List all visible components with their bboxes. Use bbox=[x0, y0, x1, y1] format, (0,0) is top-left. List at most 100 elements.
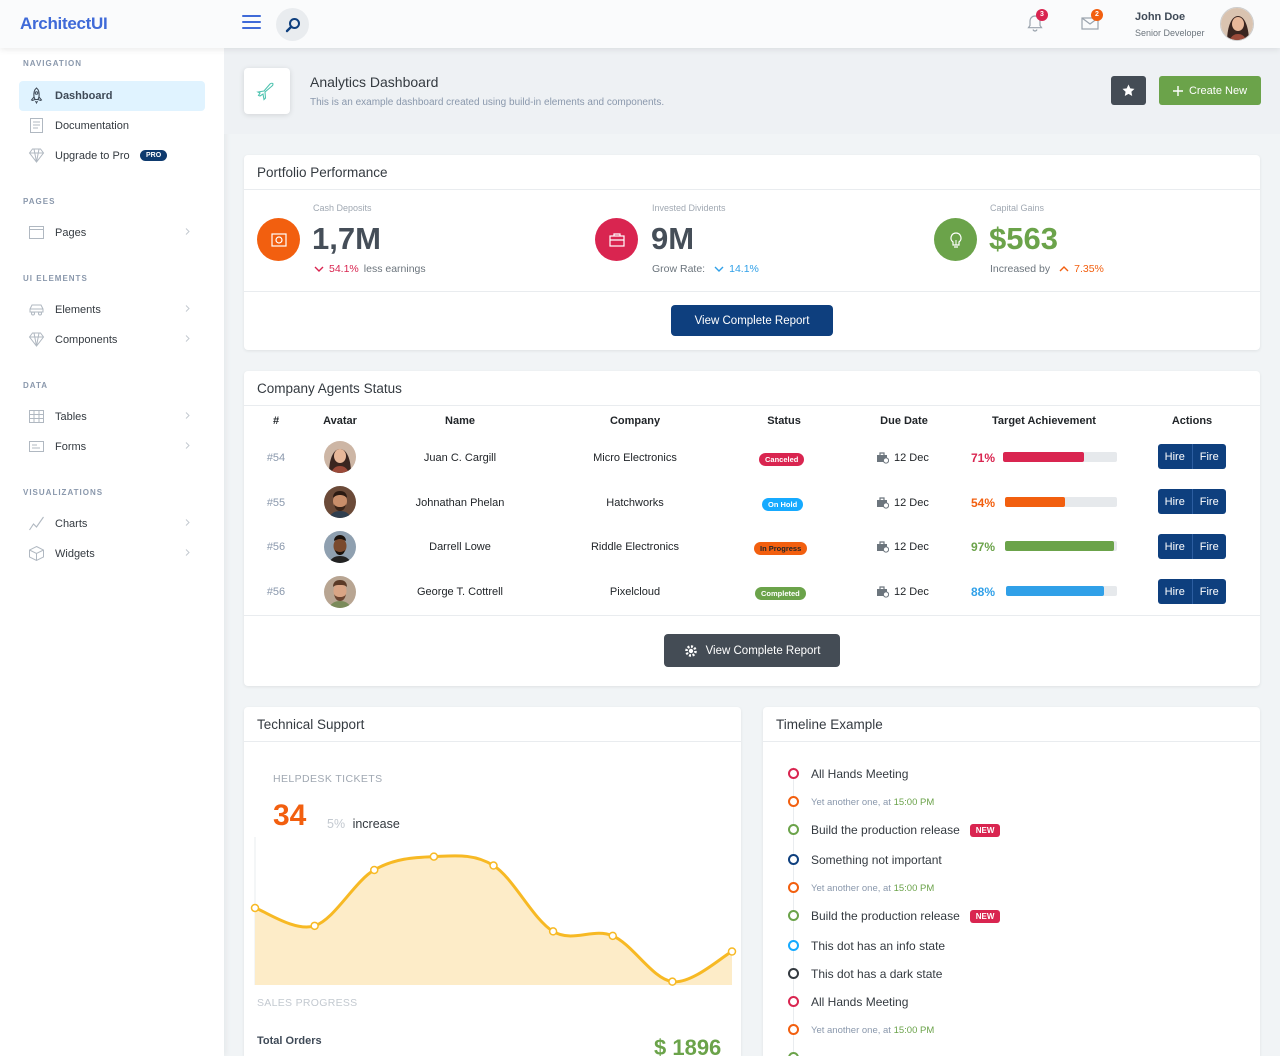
user-avatar[interactable] bbox=[1220, 7, 1254, 41]
chart-point bbox=[429, 852, 439, 861]
avatar bbox=[324, 531, 356, 563]
timeline-small-text: Yet another one, at bbox=[811, 883, 891, 894]
gear-icon bbox=[684, 644, 697, 657]
page-title: Analytics Dashboard bbox=[310, 74, 439, 90]
progress-fill bbox=[1005, 497, 1066, 507]
view-report-button[interactable]: View Complete Report bbox=[671, 305, 833, 336]
menu-toggle-icon[interactable] bbox=[242, 15, 261, 29]
agent-name: George T. Cottrell bbox=[416, 586, 503, 598]
chevron-up-icon bbox=[1059, 266, 1069, 272]
hire-button[interactable]: Hire bbox=[1158, 579, 1193, 604]
sidebar-item-label: Pages bbox=[55, 227, 87, 239]
sales-caption: SALES PROGRESS bbox=[257, 997, 358, 1009]
hire-button[interactable]: Hire bbox=[1158, 444, 1193, 469]
sidebar-item-widgets[interactable]: Widgets bbox=[19, 539, 205, 569]
sidebar-item-components[interactable]: Components bbox=[19, 325, 205, 355]
column-header: Actions bbox=[1171, 415, 1213, 427]
widget-value: $563 bbox=[989, 221, 1058, 256]
timeline-dot bbox=[788, 854, 799, 865]
hire-button[interactable]: Hire bbox=[1158, 489, 1193, 514]
cash-deposit-icon-circle bbox=[257, 218, 300, 261]
timeline-dot bbox=[788, 996, 799, 1007]
hire-button[interactable]: Hire bbox=[1158, 534, 1193, 559]
fire-button[interactable]: Fire bbox=[1192, 444, 1226, 469]
fire-button[interactable]: Fire bbox=[1192, 579, 1226, 604]
business-time-icon bbox=[877, 541, 889, 553]
messages-button[interactable]: 2 bbox=[1079, 9, 1103, 34]
agent-name: Juan C. Cargill bbox=[423, 452, 497, 464]
progress-fill bbox=[1003, 452, 1084, 462]
capital-gains-icon-circle bbox=[934, 218, 977, 261]
plane-icon bbox=[256, 82, 274, 101]
agent-company: Hatchworks bbox=[606, 497, 664, 509]
chart-point bbox=[727, 947, 737, 956]
briefcase-icon bbox=[608, 232, 625, 247]
action-group: Hire Fire bbox=[1158, 534, 1226, 559]
sidebar-item-label: Forms bbox=[55, 441, 87, 453]
notification-count-badge: 3 bbox=[1036, 9, 1048, 21]
safe-icon bbox=[270, 232, 287, 247]
chart-point bbox=[489, 861, 498, 870]
target-percent: 97% bbox=[971, 540, 996, 554]
timeline-small-text: Yet another one, at bbox=[811, 1025, 891, 1036]
sidebar-item-dashboard[interactable]: Dashboard bbox=[19, 81, 205, 111]
action-group: Hire Fire bbox=[1158, 579, 1226, 604]
search-button[interactable] bbox=[276, 8, 309, 41]
target-percent: 71% bbox=[971, 451, 996, 465]
timeline-small: Yet another one, at 15:00 PM bbox=[811, 797, 934, 808]
progress-bar bbox=[1005, 541, 1117, 551]
sidebar-item-upgrade[interactable]: Upgrade to Pro PRO bbox=[19, 141, 205, 171]
target-percent: 88% bbox=[971, 585, 996, 599]
diamond-icon bbox=[28, 332, 45, 347]
avatar bbox=[324, 441, 356, 473]
due-date: 12 Dec bbox=[894, 452, 929, 464]
sidebar-heading-ui-elements: UI ELEMENTS bbox=[23, 274, 88, 283]
target-percent: 54% bbox=[971, 496, 996, 510]
widget-prefix: Grow Rate: bbox=[652, 263, 706, 275]
sidebar-item-elements[interactable]: Elements bbox=[19, 295, 205, 325]
row-id: #56 bbox=[266, 541, 286, 553]
status-badge: On Hold bbox=[762, 498, 804, 511]
status-badge: Canceled bbox=[759, 453, 805, 466]
user-name[interactable]: John Doe bbox=[1135, 11, 1186, 23]
diamond-icon bbox=[28, 148, 45, 163]
sidebar-item-documentation[interactable]: Documentation bbox=[19, 111, 205, 141]
rocket-icon bbox=[30, 87, 43, 104]
chevron-right-icon bbox=[185, 305, 190, 312]
due-date: 12 Dec bbox=[894, 541, 929, 553]
sidebar-item-pages[interactable]: Pages bbox=[19, 218, 205, 248]
fire-button[interactable]: Fire bbox=[1192, 534, 1226, 559]
view-report-button[interactable]: View Complete Report bbox=[664, 634, 840, 667]
agent-company: Riddle Electronics bbox=[590, 541, 680, 553]
business-time-icon bbox=[877, 452, 889, 464]
widget-value: 1,7M bbox=[312, 221, 381, 256]
chevron-right-icon bbox=[185, 412, 190, 419]
row-id: #56 bbox=[266, 586, 286, 598]
widget-trend: Grow Rate: 14.1% bbox=[652, 263, 759, 275]
favorite-button[interactable] bbox=[1111, 76, 1146, 105]
fire-button[interactable]: Fire bbox=[1192, 489, 1226, 514]
timeline-small-text: Yet another one, at bbox=[811, 797, 891, 808]
sidebar-item-forms[interactable]: Forms bbox=[19, 432, 205, 462]
chevron-right-icon bbox=[185, 335, 190, 342]
new-badge: NEW bbox=[969, 909, 1001, 923]
notifications-button[interactable]: 3 bbox=[1024, 9, 1048, 34]
app-logo[interactable]: ArchitectUI bbox=[20, 14, 108, 33]
divider bbox=[244, 615, 1260, 616]
view-report-label: View Complete Report bbox=[705, 644, 821, 657]
progress-bar bbox=[1005, 497, 1117, 507]
status-badge: In Progress bbox=[754, 542, 808, 555]
column-header: Avatar bbox=[323, 415, 357, 427]
sidebar-item-charts[interactable]: Charts bbox=[19, 509, 205, 539]
timeline-text: Build the production release bbox=[811, 909, 960, 923]
chart-point bbox=[310, 921, 319, 931]
timeline-dot bbox=[788, 940, 799, 951]
dividends-icon-circle bbox=[595, 218, 638, 261]
create-new-button[interactable]: Create New bbox=[1159, 76, 1261, 105]
chevron-right-icon bbox=[185, 549, 190, 556]
orders-value: $ 1896 bbox=[654, 1035, 722, 1056]
agent-company: Micro Electronics bbox=[593, 452, 677, 464]
sidebar-item-tables[interactable]: Tables bbox=[19, 402, 205, 432]
timeline-text: This dot has an info state bbox=[811, 939, 946, 953]
support-card: Technical Support HELPDESK TICKETS 34 5%… bbox=[244, 707, 741, 1056]
